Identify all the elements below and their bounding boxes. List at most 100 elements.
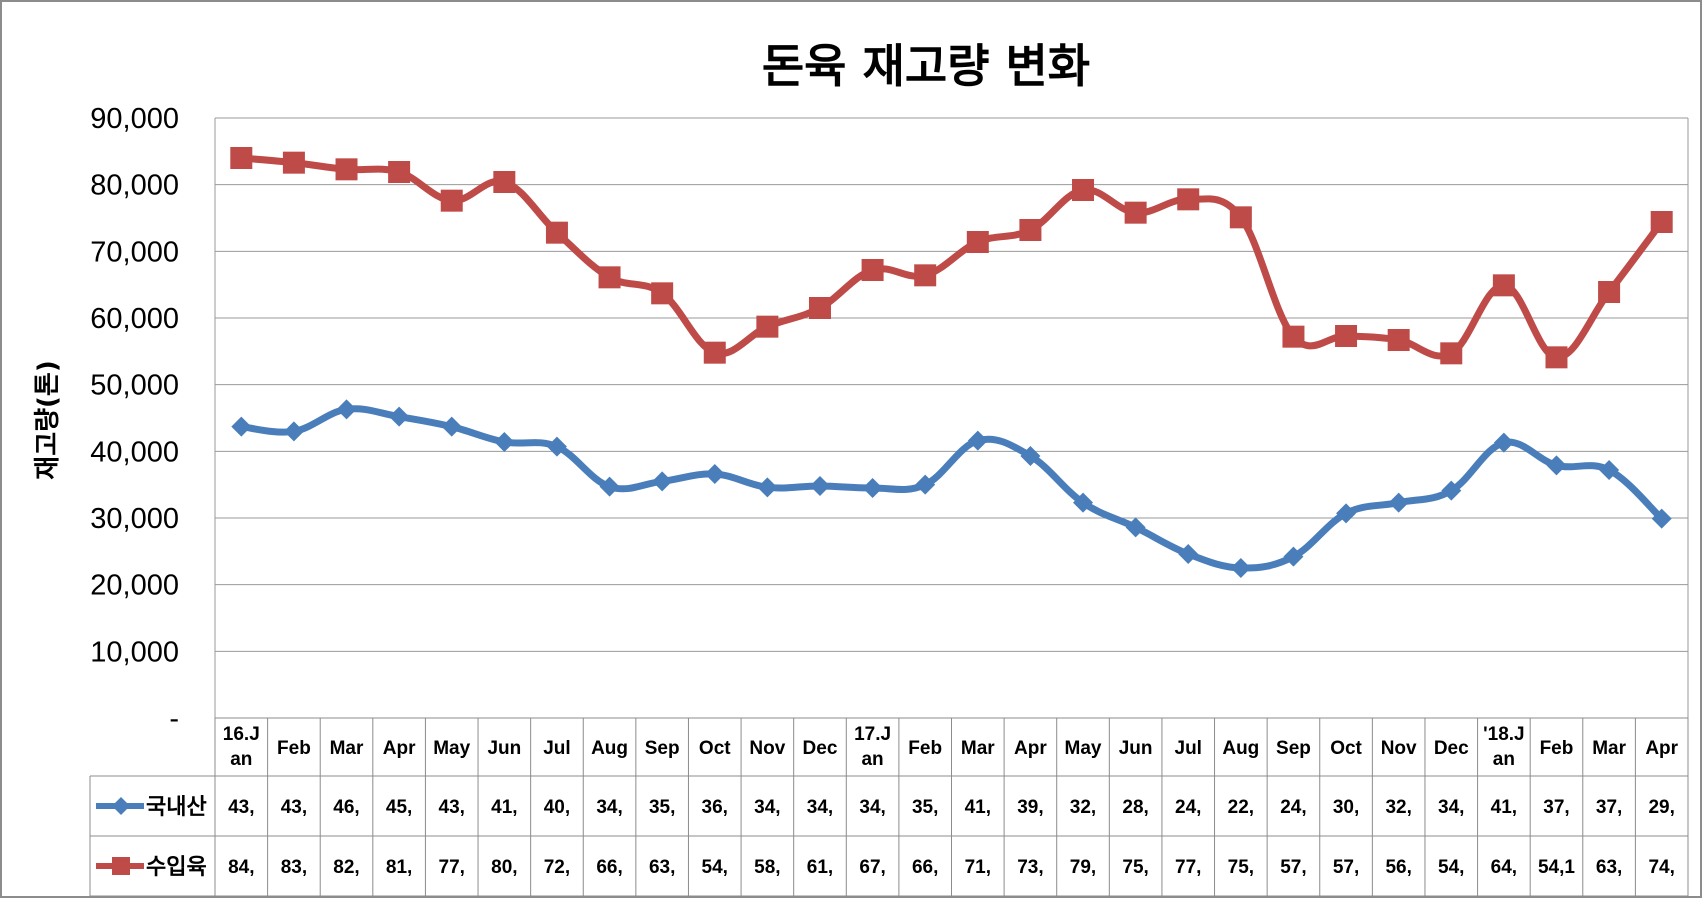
data-point: [862, 478, 883, 498]
table-cell: 22,: [1228, 797, 1254, 818]
table-cell: 34,: [859, 797, 885, 818]
x-tick-label-line: 16.J: [223, 724, 260, 745]
table-cell: 30,: [1333, 797, 1359, 818]
legend-entry-2: 수입육: [96, 855, 207, 880]
table-cell: 46,: [333, 797, 359, 818]
x-tick-label: Feb: [1540, 738, 1574, 759]
table-cell: 43,: [228, 797, 254, 818]
legend-marker: [112, 857, 130, 875]
y-tick-label: -: [169, 703, 179, 735]
table-cell: 24,: [1175, 797, 1201, 818]
table-cell: 63,: [649, 857, 675, 878]
series-1: [231, 399, 1672, 578]
data-point: [915, 474, 936, 495]
x-tick-label-line: 17.J: [854, 724, 891, 745]
table-cell: 72,: [544, 857, 570, 878]
data-point: [966, 231, 989, 253]
table-cell: 41,: [491, 797, 517, 818]
data-point: [1335, 325, 1358, 347]
data-point: [1440, 342, 1463, 365]
table-cell: 75,: [1228, 857, 1254, 878]
data-point: [1492, 274, 1515, 297]
gridlines: [214, 117, 1689, 718]
table-cell: 43,: [281, 797, 307, 818]
data-point: [389, 406, 410, 427]
x-tick-label: Oct: [1330, 738, 1362, 759]
table-cell: 66,: [912, 857, 938, 878]
legend-entry-1: 국내산: [96, 795, 207, 820]
table-cell: 73,: [1017, 857, 1043, 878]
data-point: [1283, 546, 1304, 567]
table-cell: 63,: [1596, 857, 1622, 878]
data-point: [1388, 492, 1409, 513]
y-tick-label: 70,000: [90, 236, 179, 268]
table-cell: 79,: [1070, 857, 1096, 878]
table-cell: 43,: [439, 797, 465, 818]
x-tick-label-line: '18.J: [1483, 724, 1525, 745]
data-point: [704, 464, 725, 484]
x-tick-label: Apr: [1645, 738, 1678, 759]
x-tick-label: Dec: [803, 738, 838, 759]
table-cell: 41,: [965, 797, 991, 818]
x-tick-label: Mar: [961, 738, 995, 759]
data-point: [1072, 179, 1095, 201]
data-point: [1650, 211, 1673, 233]
table-cell: 40,: [544, 797, 570, 818]
table-cell: 35,: [649, 797, 675, 818]
table-cell: 34,: [754, 797, 780, 818]
table-cell: 34,: [807, 797, 833, 818]
y-axis-ticks: - 10,000 20,000 30,000 40,000 50,000 60,000 70,…: [90, 103, 179, 735]
data-point: [1178, 544, 1199, 564]
table-cell: 39,: [1017, 797, 1043, 818]
x-tick-label: Jul: [1175, 738, 1202, 759]
data-point: [494, 432, 515, 452]
x-tick-label: Sep: [1276, 738, 1311, 759]
data-point: [1282, 325, 1305, 348]
data-point: [1545, 346, 1568, 369]
data-point: [1020, 446, 1041, 466]
table-cell: 54,: [1438, 857, 1464, 878]
data-point: [1336, 503, 1357, 524]
x-tick-label: Nov: [1381, 738, 1417, 759]
data-point: [230, 147, 253, 169]
data-point: [1546, 455, 1567, 476]
x-tick-label-line: an: [230, 749, 252, 770]
table-cell: 57,: [1333, 857, 1359, 878]
x-tick-label: May: [1065, 738, 1102, 759]
table-cell: 84,: [228, 857, 254, 878]
y-tick-label: 90,000: [90, 103, 179, 135]
data-point: [545, 221, 568, 244]
table-cell: 32,: [1070, 797, 1096, 818]
data-point: [1124, 201, 1147, 224]
data-point: [231, 416, 252, 437]
data-point: [283, 421, 304, 442]
y-tick-label: 50,000: [90, 370, 179, 402]
chart-title: 돈육 재고량 변화: [762, 39, 1090, 93]
table-cell: 54,: [702, 857, 728, 878]
y-tick-label: 20,000: [90, 570, 179, 602]
data-point: [914, 264, 937, 287]
data-point: [1230, 558, 1251, 578]
data-point: [1387, 329, 1410, 351]
series-layer: [230, 147, 1673, 578]
data-point: [1493, 432, 1514, 453]
x-tick-label: Feb: [277, 738, 311, 759]
table-cell: 29,: [1648, 797, 1674, 818]
x-tick-label: Nov: [749, 738, 785, 759]
data-point: [756, 315, 779, 338]
data-point: [546, 436, 567, 457]
legend-label: 수입육: [146, 855, 207, 880]
y-tick-label: 10,000: [90, 636, 179, 668]
data-point: [808, 297, 831, 319]
x-tick-label: Aug: [1222, 738, 1259, 759]
data-point: [1019, 219, 1042, 241]
data-point: [335, 158, 358, 181]
data-point: [441, 416, 462, 437]
x-tick-label: Oct: [699, 738, 731, 759]
y-tick-label: 40,000: [90, 436, 179, 468]
table-cell: 24,: [1280, 797, 1306, 818]
x-tick-label: Jul: [543, 738, 570, 759]
y-axis-label: 재고량(톤): [33, 360, 63, 479]
